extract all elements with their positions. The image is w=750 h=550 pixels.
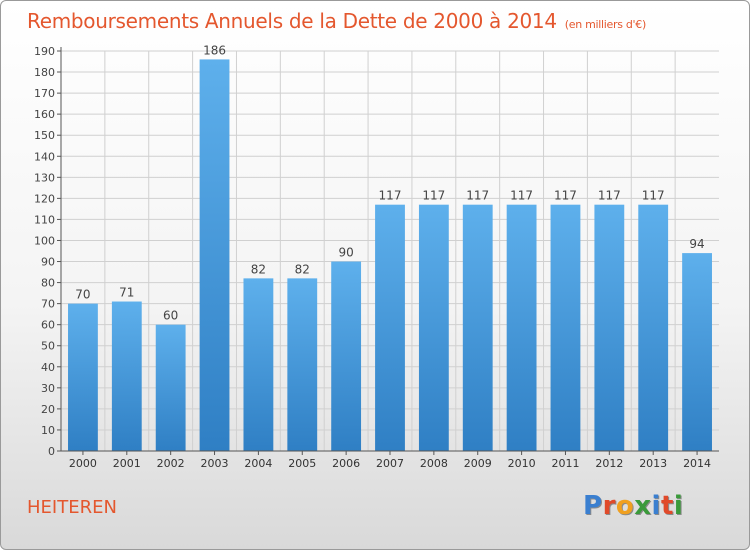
bar bbox=[199, 59, 230, 451]
logo-letter: r bbox=[602, 491, 616, 521]
x-tick-label: 2004 bbox=[244, 457, 272, 470]
logo-letter: P bbox=[583, 491, 603, 521]
x-tick-label: 2007 bbox=[376, 457, 404, 470]
x-tick-label: 2012 bbox=[595, 457, 623, 470]
bar bbox=[287, 278, 318, 451]
x-tick-label: 2014 bbox=[683, 457, 711, 470]
bar bbox=[506, 204, 537, 451]
y-tick-label: 140 bbox=[34, 150, 55, 163]
y-tick-label: 80 bbox=[41, 277, 55, 290]
bar-value-label: 71 bbox=[119, 286, 134, 300]
y-tick-label: 0 bbox=[48, 445, 55, 458]
x-tick-label: 2002 bbox=[157, 457, 185, 470]
x-tick-label: 2009 bbox=[464, 457, 492, 470]
commune-name: HEITEREN bbox=[27, 497, 117, 518]
y-tick-label: 10 bbox=[41, 424, 55, 437]
bar bbox=[462, 204, 493, 451]
y-tick-label: 110 bbox=[34, 213, 55, 226]
x-tick-label: 2008 bbox=[420, 457, 448, 470]
logo-letter: t bbox=[660, 491, 674, 521]
y-tick-label: 40 bbox=[41, 361, 55, 374]
bar bbox=[418, 204, 449, 451]
logo-letter: i bbox=[651, 491, 661, 521]
bar-value-label: 117 bbox=[422, 189, 445, 203]
chart-title-text: Remboursements Annuels de la Dette de 20… bbox=[27, 9, 557, 33]
y-tick-label: 60 bbox=[41, 319, 55, 332]
bar bbox=[111, 301, 142, 451]
x-tick-label: 2013 bbox=[639, 457, 667, 470]
y-tick-label: 30 bbox=[41, 382, 55, 395]
y-tick-label: 50 bbox=[41, 340, 55, 353]
bar-value-label: 82 bbox=[251, 262, 266, 276]
y-tick-label: 120 bbox=[34, 192, 55, 205]
bar bbox=[68, 303, 98, 451]
y-tick-label: 130 bbox=[34, 171, 55, 184]
chart-title: Remboursements Annuels de la Dette de 20… bbox=[27, 9, 646, 33]
x-tick-label: 2000 bbox=[69, 457, 97, 470]
bar bbox=[155, 324, 186, 451]
y-tick-label: 170 bbox=[34, 87, 55, 100]
bar-value-label: 117 bbox=[598, 189, 621, 203]
x-tick-label: 2006 bbox=[332, 457, 360, 470]
bar bbox=[594, 204, 625, 451]
proxiti-logo: Proxiti bbox=[583, 491, 683, 521]
bar-value-label: 60 bbox=[163, 309, 178, 323]
bar-value-label: 117 bbox=[554, 189, 577, 203]
bar-value-label: 117 bbox=[642, 189, 665, 203]
x-tick-label: 2011 bbox=[551, 457, 579, 470]
bar-value-label: 117 bbox=[466, 189, 489, 203]
bar-value-label: 82 bbox=[295, 262, 310, 276]
x-tick-label: 2010 bbox=[508, 457, 536, 470]
logo-letter: x bbox=[634, 491, 652, 521]
x-tick-label: 2005 bbox=[288, 457, 316, 470]
bar-value-label: 90 bbox=[338, 246, 353, 260]
y-tick-label: 90 bbox=[41, 256, 55, 269]
y-tick-label: 150 bbox=[34, 129, 55, 142]
y-tick-label: 180 bbox=[34, 66, 55, 79]
bar-value-label: 186 bbox=[203, 43, 226, 57]
chart-subtitle: (en milliers d'€) bbox=[564, 18, 646, 31]
bar bbox=[638, 204, 669, 451]
bar bbox=[550, 204, 581, 451]
logo-letter: o bbox=[615, 491, 635, 521]
bar-value-label: 70 bbox=[75, 288, 90, 302]
bar-value-label: 94 bbox=[689, 237, 704, 251]
bar-value-label: 117 bbox=[510, 189, 533, 203]
bar bbox=[331, 261, 362, 451]
bar bbox=[682, 253, 712, 451]
bar bbox=[243, 278, 274, 451]
y-tick-label: 100 bbox=[34, 234, 55, 247]
y-tick-label: 160 bbox=[34, 108, 55, 121]
logo-letter: i bbox=[673, 491, 684, 521]
x-tick-label: 2003 bbox=[201, 457, 229, 470]
y-tick-label: 70 bbox=[41, 298, 55, 311]
bar bbox=[375, 204, 405, 451]
bar-value-label: 117 bbox=[379, 189, 402, 203]
y-tick-label: 190 bbox=[34, 45, 55, 58]
y-tick-label: 20 bbox=[41, 403, 55, 416]
x-tick-label: 2001 bbox=[113, 457, 141, 470]
